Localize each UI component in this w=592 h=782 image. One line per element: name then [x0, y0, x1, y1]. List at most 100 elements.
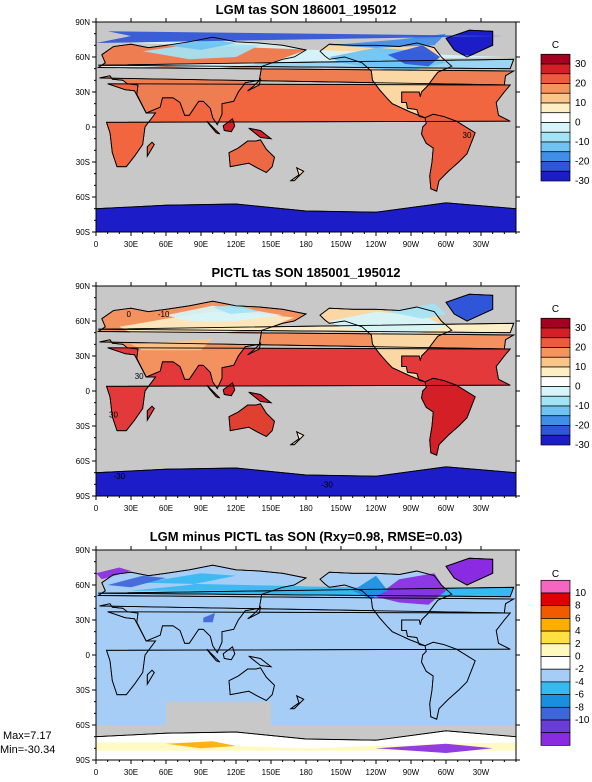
- coastline-sumatra: [206, 120, 221, 135]
- coastline-namerica: [319, 42, 453, 119]
- contour-label: -30: [321, 480, 333, 489]
- lat-tick-label: 60N: [75, 581, 90, 590]
- colorbar-swatch: [540, 161, 571, 172]
- lon-tick-label: 180: [299, 240, 313, 249]
- lon-tick-label: 90W: [403, 768, 420, 777]
- colorbar-swatch: [540, 376, 571, 387]
- coastline-greenland: [445, 557, 494, 586]
- coastline-greatbritain: [98, 586, 515, 598]
- temperature-region: [212, 304, 260, 314]
- colorbar-swatch: [540, 434, 571, 446]
- lon-tick-label: 30W: [473, 504, 490, 513]
- map-panel-1: 90N 60N 30N 0 30S 60S 90S 0 30E 60E 90E 120E 150E 180…: [75, 18, 520, 249]
- temperature-region: [376, 743, 493, 753]
- colorbar-swatch: [540, 102, 571, 114]
- colorbar-swatch: [540, 151, 571, 162]
- contour-label: -10: [158, 310, 170, 319]
- lon-tick-label: 180: [299, 768, 313, 777]
- colorbar-label: -30: [575, 176, 590, 187]
- coastline-newguinea: [248, 391, 273, 404]
- contour-label: -30: [114, 472, 126, 481]
- lon-tick-label: 90E: [194, 768, 208, 777]
- temperature-region: [166, 741, 236, 749]
- lon-tick-label: 60E: [159, 504, 173, 513]
- lon-tick-label: 120W: [366, 240, 387, 249]
- colorbar-swatch: [540, 579, 571, 594]
- colorbar-label: 30: [575, 323, 587, 334]
- lat-tick-label: 90S: [76, 228, 90, 237]
- lon-tick-label: 0: [94, 504, 99, 513]
- lon-tick-label: 30E: [124, 768, 138, 777]
- colorbar-swatch: [540, 366, 571, 378]
- colorbar-swatch: [540, 592, 571, 607]
- coastline-greatbritain: [98, 322, 515, 334]
- colorbar-swatch: [540, 170, 571, 182]
- colorbar-1: C 30 20 10 0 -10 -20 -30: [540, 40, 590, 187]
- lon-tick-label: 30W: [473, 240, 490, 249]
- panel-3-title: LGM minus PICTL tas SON (Rxy=0.98, RMSE=…: [149, 529, 463, 544]
- temperature-region: [352, 575, 388, 599]
- coastline-japan: [247, 341, 262, 356]
- colorbar-swatch: [540, 681, 571, 695]
- colorbar-swatch: [540, 425, 571, 436]
- lat-tick-label: 90N: [75, 282, 90, 291]
- contour-label: 30: [135, 372, 144, 381]
- temperature-region: [166, 39, 236, 50]
- coastline-samerica: [421, 641, 476, 720]
- colorbar-label: 8: [575, 601, 581, 612]
- coastline-greenland: [445, 293, 494, 322]
- colorbar-label: -10: [575, 401, 590, 412]
- colorbar-label: 6: [575, 613, 581, 624]
- lon-tick-label: 120W: [366, 768, 387, 777]
- lat-tick-label: 0: [86, 651, 91, 660]
- panel-2-title: PICTL tas SON 185001_195012: [211, 265, 401, 280]
- colorbar-swatch: [540, 83, 571, 94]
- lon-tick-label: 60W: [438, 240, 455, 249]
- colorbar-label: 10: [575, 98, 587, 109]
- lon-tick-label: 30E: [124, 504, 138, 513]
- colorbar-label: -10: [575, 715, 590, 726]
- min-stat: Min=-30.34: [0, 744, 56, 756]
- temperature-region: [387, 303, 446, 319]
- lon-tick-label: 30W: [473, 768, 490, 777]
- coastline-japan: [247, 605, 262, 620]
- colorbar-swatch: [540, 694, 571, 708]
- coastline-namerica: [319, 570, 453, 647]
- colorbar-3: C 10 86 4 2 0-2 -4 -6-8 -10: [540, 569, 590, 746]
- colorbar-swatch: [540, 112, 571, 123]
- lat-tick-label: 60S: [76, 193, 90, 202]
- colorbar-swatch: [540, 141, 571, 153]
- coastline-africa: [105, 611, 512, 696]
- lat-tick-label: 30S: [76, 686, 90, 695]
- lat-tick-label: 90S: [76, 756, 90, 765]
- coastline-nz: [289, 430, 305, 446]
- lon-tick-label: 90W: [403, 240, 420, 249]
- colorbar-swatch: [540, 618, 571, 632]
- map-panel-2: 90N 60N 30N 0 30S 60S 90S 0 30E 60E 90E 120E 150E 180…: [75, 282, 520, 513]
- max-stat: Max=7.17: [3, 730, 52, 742]
- colorbar-swatch: [540, 73, 571, 84]
- colorbar-label: 0: [575, 382, 581, 393]
- colorbar-label: -2: [575, 664, 584, 675]
- colorbar-swatch: [540, 605, 571, 619]
- temperature-region: [203, 613, 215, 623]
- panel-1-title: LGM tas SON 186001_195012: [215, 2, 397, 17]
- coastline-newguinea: [248, 655, 273, 668]
- lat-tick-label: 30N: [75, 352, 90, 361]
- colorbar-swatch: [540, 643, 571, 657]
- colorbar-swatch: [540, 405, 571, 417]
- lat-tick-label: 30N: [75, 616, 90, 625]
- lon-tick-label: 60E: [159, 240, 173, 249]
- colorbar-label: 20: [575, 79, 587, 90]
- lon-tick-label: 90E: [194, 504, 208, 513]
- colorbar-label: 30: [575, 59, 587, 70]
- colorbar-units: C: [552, 569, 559, 580]
- coastline-greatbritain: [98, 58, 515, 70]
- colorbar-label: 10: [575, 362, 587, 373]
- colorbar-swatch: [540, 337, 571, 348]
- coastline-sumatra: [206, 648, 221, 663]
- lat-tick-label: 60S: [76, 457, 90, 466]
- coastline-japan: [247, 77, 262, 92]
- colorbar-label: 20: [575, 343, 587, 354]
- colorbar-label: 10: [575, 588, 587, 599]
